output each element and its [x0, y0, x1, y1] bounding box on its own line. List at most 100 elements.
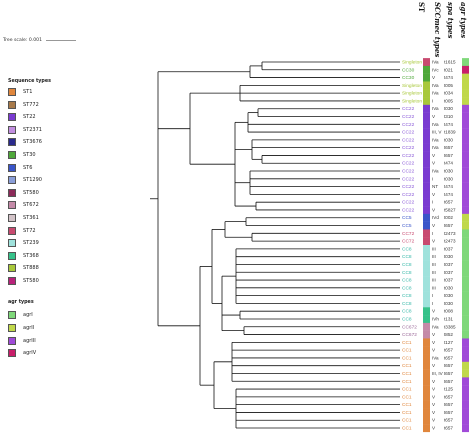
legend-item: ST6: [8, 163, 88, 173]
agr-color-cell: [462, 159, 469, 168]
agr-color-cell: [462, 182, 469, 191]
st-color-cell: [423, 112, 430, 121]
agr-color-cell: [462, 268, 469, 277]
legend-item: agrII: [8, 323, 88, 333]
legend-label: ST580: [23, 189, 39, 196]
leaf-clonal-complex: CC1: [402, 387, 412, 393]
legend-swatch: [8, 113, 16, 122]
legend-item: ST2371: [8, 125, 88, 135]
legend-swatch: [8, 163, 16, 172]
st-color-cell: [423, 97, 430, 106]
sccmec-type: IVa: [432, 355, 439, 360]
sccmec-type: I: [432, 231, 433, 236]
legend-item: ST30: [8, 151, 88, 160]
spa-type: t030: [444, 285, 453, 290]
st-color-cell: [423, 307, 430, 316]
agr-color-cell: [462, 81, 469, 90]
agr-color-cell: [462, 190, 469, 199]
st-color-cell: [423, 167, 430, 176]
leaf-clonal-complex: CC1: [402, 379, 412, 385]
spa-type: t474: [444, 161, 453, 166]
spa-type: t657: [444, 394, 453, 399]
st-color-cell: [423, 143, 430, 152]
st-color-cell: [423, 198, 430, 207]
leaf-clonal-complex: Singleton: [402, 83, 422, 89]
legend-swatch: [8, 138, 16, 147]
spa-type: t657: [444, 426, 453, 431]
agr-color-cell: [462, 424, 469, 433]
sccmec-type: I: [432, 301, 433, 306]
sccmec-type: V: [432, 161, 436, 166]
legend-label: ST1: [23, 89, 33, 95]
legend-label: ST22: [23, 114, 36, 121]
leaf-clonal-complex: CC22: [402, 169, 415, 175]
legend-item: ST239: [8, 239, 88, 248]
legend-swatch: [8, 336, 16, 345]
legend-item: ST3676: [8, 138, 88, 147]
legend-swatch: [8, 323, 16, 332]
st-color-cell: [423, 377, 430, 386]
legend-swatch: [8, 277, 16, 285]
agr-color-cell: [462, 128, 469, 137]
sccmec-type: V: [432, 340, 436, 345]
sccmec-type: III, IV: [432, 371, 444, 376]
legend-item: ST1: [8, 88, 88, 97]
leaf-clonal-complex: CC1: [402, 371, 412, 377]
legend-item: ST22: [8, 113, 88, 122]
agr-color-cell: [462, 252, 469, 261]
agr-color-cell: [462, 276, 469, 285]
leaf-clonal-complex: CC1: [402, 394, 412, 400]
sccmec-type: IVa: [432, 169, 439, 174]
spa-type: t037: [444, 270, 453, 275]
spa-type: t474: [444, 184, 453, 189]
leaf-clonal-complex: CC1: [402, 426, 412, 432]
st-color-cell: [423, 283, 430, 292]
st-color-cell: [423, 213, 430, 222]
legend-swatch: [8, 214, 16, 222]
st-color-cell: [423, 354, 430, 363]
agr-color-cell: [462, 143, 469, 152]
agr-color-cell: [462, 97, 469, 106]
spa-type: t005: [444, 98, 453, 103]
spa-type: t310: [444, 114, 453, 119]
leaf-clonal-complex: CC1: [402, 418, 412, 424]
agr-color-cell: [462, 283, 469, 292]
st-color-cell: [423, 400, 430, 409]
legend-label: ST239: [23, 240, 39, 247]
st-color-cell: [423, 135, 430, 144]
spa-type: t034: [444, 91, 453, 96]
agr-color-cell: [462, 377, 469, 386]
sccmec-type: IVa: [432, 106, 439, 111]
legend-item: agrI: [8, 311, 88, 320]
spa-type: t030: [444, 301, 453, 306]
agr-color-cell: [462, 206, 469, 215]
legend-swatch: [8, 88, 16, 96]
st-color-cell: [423, 182, 430, 191]
legend-item: ST72: [8, 226, 88, 236]
leaf-clonal-complex: CC30: [402, 67, 415, 73]
leaf-clonal-complex: CC22: [402, 200, 415, 206]
sccmec-type: IVa: [432, 145, 439, 150]
sccmec-type: I: [432, 176, 433, 181]
agr-color-cell: [462, 299, 469, 308]
st-color-cell: [423, 322, 430, 331]
spa-type: t030: [444, 169, 453, 174]
agr-color-cell: [462, 392, 469, 401]
legend-label: ST888: [23, 265, 39, 272]
sccmec-type: V: [432, 363, 436, 368]
sccmec-type: IVa: [432, 324, 439, 329]
agr-color-cell: [462, 104, 469, 113]
spa-type: t2473: [444, 231, 456, 236]
agr-color-cell: [462, 65, 469, 74]
st-color-cell: [423, 260, 430, 269]
spa-type: t657: [444, 153, 453, 158]
spa-type: t002: [444, 215, 453, 220]
leaf-clonal-complex: CC30: [402, 75, 415, 81]
legend-label: ST580: [23, 278, 39, 284]
agr-color-cell: [462, 400, 469, 409]
spa-type: t657: [444, 348, 453, 353]
agr-color-cell: [462, 174, 469, 183]
agr-color-cell: [462, 322, 469, 331]
agr-color-cell: [462, 338, 469, 347]
